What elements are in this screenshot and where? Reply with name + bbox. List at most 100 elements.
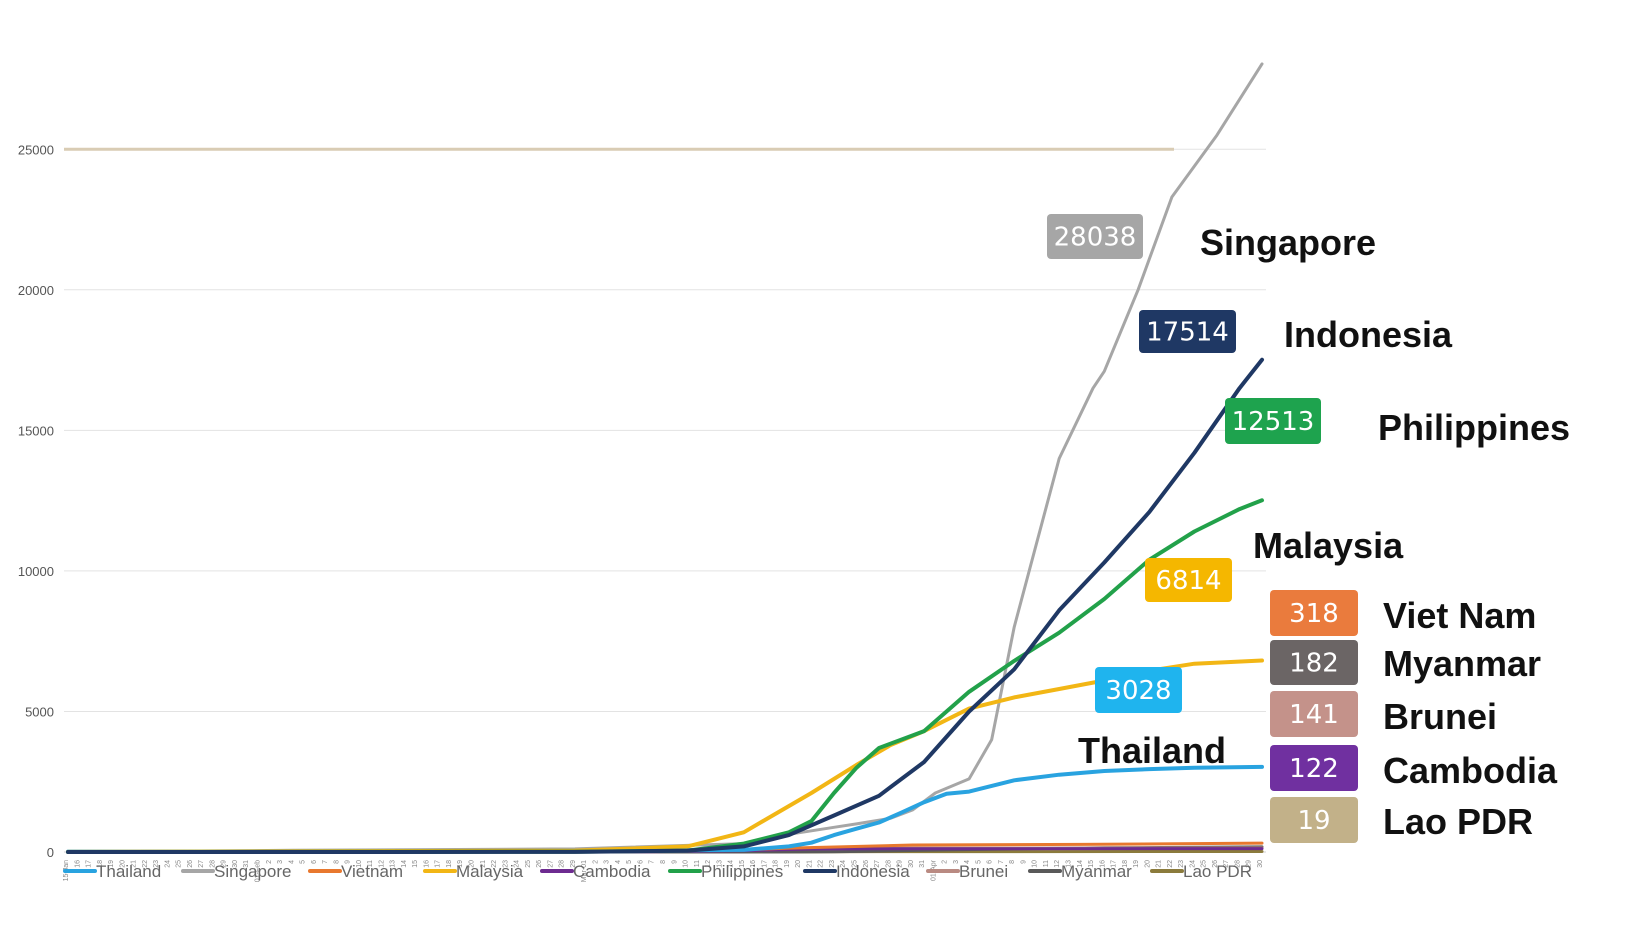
x-tick-label: 10 xyxy=(1032,860,1039,868)
x-tick-label: 23 xyxy=(153,860,160,868)
callout-value: 28038 xyxy=(1054,223,1137,253)
x-tick-label: 26 xyxy=(536,860,543,868)
country-label-lao-pdr: Lao PDR xyxy=(1383,801,1533,842)
x-tick-label: 12 xyxy=(705,860,712,868)
x-tick-label: 3 xyxy=(953,860,960,864)
x-axis-ticks: 15-Jan1617181920212223242526272829303101… xyxy=(63,859,1264,882)
x-tick-label: 20 xyxy=(795,860,802,868)
x-tick-label: 23 xyxy=(502,860,509,868)
legend-label-philippines: Philippines xyxy=(701,862,783,881)
x-tick-label: 26 xyxy=(1212,860,1219,868)
x-tick-label: 11 xyxy=(367,860,374,867)
x-tick-label: 26 xyxy=(863,860,870,868)
legend-label-lao-pdr: Lao PDR xyxy=(1183,862,1252,881)
country-label-malaysia: Malaysia xyxy=(1253,525,1404,566)
callout-badge xyxy=(1270,640,1358,685)
x-tick-label: 17 xyxy=(761,860,768,868)
x-tick-label: 27 xyxy=(198,860,205,868)
x-tick-label: 31 xyxy=(243,860,250,868)
legend-label-vietnam: Vietnam xyxy=(341,862,403,881)
x-tick-label: 30 xyxy=(1257,860,1264,868)
x-tick-label: 27 xyxy=(1223,860,1230,868)
callout-value: 182 xyxy=(1289,649,1339,679)
x-tick-label: 15 xyxy=(412,860,419,868)
x-tick-label: 22 xyxy=(142,860,149,868)
x-tick-label: 9 xyxy=(1020,860,1027,864)
x-tick-label: 28 xyxy=(1234,860,1241,868)
x-tick-label: 28 xyxy=(209,860,216,868)
y-tick-label: 5000 xyxy=(25,704,54,719)
country-labels: Singapore Indonesia Philippines Malaysia Vie… xyxy=(1078,222,1570,842)
country-label-viet-nam: Viet Nam xyxy=(1383,595,1536,636)
x-tick-label: 9 xyxy=(671,860,678,864)
x-tick-label: 23 xyxy=(1178,860,1185,868)
x-tick-label: 4 xyxy=(964,860,971,864)
x-tick-label: 4 xyxy=(615,860,622,864)
x-tick-label: 15 xyxy=(1088,860,1095,868)
callout-badge xyxy=(1270,590,1358,636)
x-tick-label: 6 xyxy=(987,860,994,864)
legend-label-indonesia: Indonesia xyxy=(836,862,910,881)
x-tick-label: 2 xyxy=(592,860,599,864)
callout-value: 19 xyxy=(1297,806,1330,836)
country-label-thailand: Thailand xyxy=(1078,730,1226,771)
x-tick-label: 24 xyxy=(514,860,521,868)
callout-badge xyxy=(1270,691,1358,737)
x-tick-label: 21 xyxy=(806,860,813,868)
x-tick-label: 5 xyxy=(975,860,982,864)
country-label-myanmar: Myanmar xyxy=(1383,643,1541,684)
x-tick-label: 24 xyxy=(1189,860,1196,868)
x-tick-label: 22 xyxy=(491,860,498,868)
x-tick-label: 22 xyxy=(818,860,825,868)
x-tick-label: 7 xyxy=(649,860,656,864)
callout-badge xyxy=(1047,214,1143,259)
x-tick-label: 29 xyxy=(570,860,577,868)
x-tick-label: 21 xyxy=(480,860,487,868)
country-label-brunei: Brunei xyxy=(1383,696,1497,737)
x-tick-label: 24 xyxy=(164,860,171,868)
series-line-indonesia xyxy=(66,357,1264,854)
x-tick-label: 19 xyxy=(784,860,791,868)
x-tick-label: 12 xyxy=(378,860,385,868)
x-tick-label: 28 xyxy=(559,860,566,868)
callout-badge xyxy=(1095,667,1182,713)
x-tick-label: 17 xyxy=(435,860,442,868)
x-tick-label: Mar-01 xyxy=(581,860,588,882)
x-tick-label: 16 xyxy=(74,860,81,868)
x-tick-label: 11 xyxy=(694,860,701,867)
country-label-singapore: Singapore xyxy=(1200,222,1376,263)
x-tick-label: 24 xyxy=(840,860,847,868)
legend-label-brunei: Brunei xyxy=(959,862,1008,881)
country-label-philippines: Philippines xyxy=(1378,407,1570,448)
x-tick-label: 29 xyxy=(221,860,228,868)
y-tick-label: 15000 xyxy=(18,423,54,438)
x-tick-label: 8 xyxy=(1009,860,1016,864)
x-tick-label: 8 xyxy=(660,860,667,864)
x-tick-label: 16 xyxy=(750,860,757,868)
callout-value: 141 xyxy=(1289,700,1339,730)
x-tick-label: 21 xyxy=(1156,860,1163,868)
value-callouts: 28038 17514 12513 6814 3028 318 182 141 122 19 xyxy=(1047,214,1358,843)
callout-badge xyxy=(1145,558,1232,602)
x-tick-label: 30 xyxy=(232,860,239,868)
x-tick-label: 2 xyxy=(266,860,273,864)
x-tick-label: 27 xyxy=(547,860,554,868)
callout-badge xyxy=(1270,745,1358,791)
x-tick-label: 15 xyxy=(739,860,746,868)
y-tick-label: 20000 xyxy=(18,283,54,298)
x-tick-label: 29 xyxy=(897,860,904,868)
callout-value: 3028 xyxy=(1105,676,1171,706)
legend-label-cambodia: Cambodia xyxy=(573,862,651,881)
x-tick-label: 20 xyxy=(469,860,476,868)
x-tick-label: 11 xyxy=(1043,860,1050,867)
x-tick-label: 3 xyxy=(277,860,284,864)
callout-badge xyxy=(1270,797,1358,843)
x-tick-label: 6 xyxy=(311,860,318,864)
x-tick-label: 16 xyxy=(423,860,430,868)
x-tick-label: 25 xyxy=(851,860,858,868)
x-tick-label: 30 xyxy=(908,860,915,868)
legend-label-myanmar: Myanmar xyxy=(1061,862,1132,881)
x-tick-label: 22 xyxy=(1167,860,1174,868)
x-tick-label: 5 xyxy=(626,860,633,864)
